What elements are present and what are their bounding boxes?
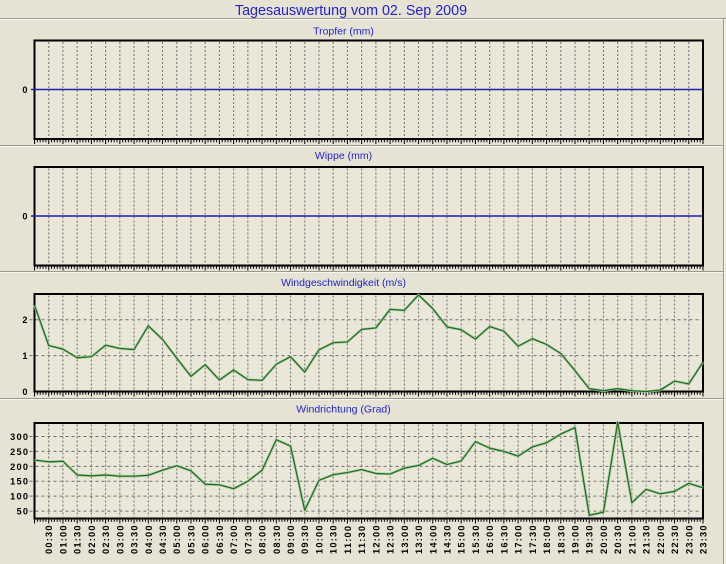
svg-text:250: 250 <box>10 447 29 457</box>
svg-text:0: 0 <box>22 85 27 95</box>
svg-text:17:30: 17:30 <box>528 524 538 554</box>
svg-text:04:30: 04:30 <box>158 524 168 554</box>
svg-text:07:30: 07:30 <box>243 524 253 554</box>
svg-text:04:00: 04:00 <box>144 524 154 554</box>
svg-text:0: 0 <box>22 212 27 222</box>
svg-text:300: 300 <box>10 432 29 442</box>
svg-text:02:30: 02:30 <box>101 524 111 554</box>
svg-text:13:00: 13:00 <box>400 524 410 554</box>
svg-text:14:30: 14:30 <box>442 524 452 554</box>
svg-text:06:30: 06:30 <box>215 524 225 554</box>
svg-text:100: 100 <box>10 492 29 502</box>
svg-text:05:30: 05:30 <box>186 524 196 554</box>
svg-text:01:30: 01:30 <box>73 524 83 554</box>
svg-text:18:30: 18:30 <box>556 524 566 554</box>
svg-text:13:30: 13:30 <box>414 524 424 554</box>
svg-text:08:30: 08:30 <box>272 524 282 554</box>
svg-text:23:30: 23:30 <box>699 524 709 554</box>
svg-text:03:00: 03:00 <box>115 524 125 554</box>
svg-text:23:00: 23:00 <box>684 524 694 554</box>
svg-text:15:30: 15:30 <box>471 524 481 554</box>
svg-text:03:30: 03:30 <box>130 524 140 554</box>
svg-text:16:30: 16:30 <box>499 524 509 554</box>
svg-text:Tagesauswertung vom 02. Sep 20: Tagesauswertung vom 02. Sep 2009 <box>235 3 467 19</box>
svg-text:2: 2 <box>22 315 27 325</box>
svg-text:0: 0 <box>22 387 27 397</box>
svg-text:05:00: 05:00 <box>172 524 182 554</box>
svg-text:20:00: 20:00 <box>599 524 609 554</box>
svg-text:19:00: 19:00 <box>570 524 580 554</box>
svg-text:02:00: 02:00 <box>87 524 97 554</box>
svg-text:Windgeschwindigkeit (m/s): Windgeschwindigkeit (m/s) <box>281 277 406 289</box>
svg-text:01:00: 01:00 <box>58 524 68 554</box>
svg-text:10:00: 10:00 <box>314 524 324 554</box>
svg-text:21:00: 21:00 <box>627 524 637 554</box>
svg-text:Wippe (mm): Wippe (mm) <box>315 150 372 162</box>
svg-text:15:00: 15:00 <box>457 524 467 554</box>
svg-text:14:00: 14:00 <box>428 524 438 554</box>
svg-text:09:00: 09:00 <box>286 524 296 554</box>
svg-text:08:00: 08:00 <box>258 524 268 554</box>
svg-text:22:00: 22:00 <box>656 524 666 554</box>
svg-text:19:30: 19:30 <box>585 524 595 554</box>
svg-text:1: 1 <box>22 351 27 361</box>
svg-text:00:30: 00:30 <box>44 524 54 554</box>
svg-text:12:00: 12:00 <box>371 524 381 554</box>
svg-text:16:00: 16:00 <box>485 524 495 554</box>
svg-text:20:30: 20:30 <box>613 524 623 554</box>
svg-text:Tropfer (mm): Tropfer (mm) <box>313 26 374 38</box>
svg-text:11:30: 11:30 <box>357 525 367 554</box>
svg-text:200: 200 <box>10 462 29 472</box>
svg-text:18:00: 18:00 <box>542 524 552 554</box>
svg-text:12:30: 12:30 <box>386 524 396 554</box>
svg-text:09:30: 09:30 <box>300 524 310 554</box>
svg-text:11:00: 11:00 <box>343 525 353 554</box>
svg-text:17:00: 17:00 <box>514 524 524 554</box>
svg-text:21:30: 21:30 <box>642 524 652 554</box>
svg-text:07:00: 07:00 <box>229 524 239 554</box>
svg-text:10:30: 10:30 <box>329 524 339 554</box>
svg-text:22:30: 22:30 <box>670 524 680 554</box>
svg-text:Windrichtung (Grad): Windrichtung (Grad) <box>296 404 391 416</box>
svg-text:50: 50 <box>16 507 29 517</box>
svg-text:150: 150 <box>10 477 29 487</box>
svg-text:06:00: 06:00 <box>201 524 211 554</box>
